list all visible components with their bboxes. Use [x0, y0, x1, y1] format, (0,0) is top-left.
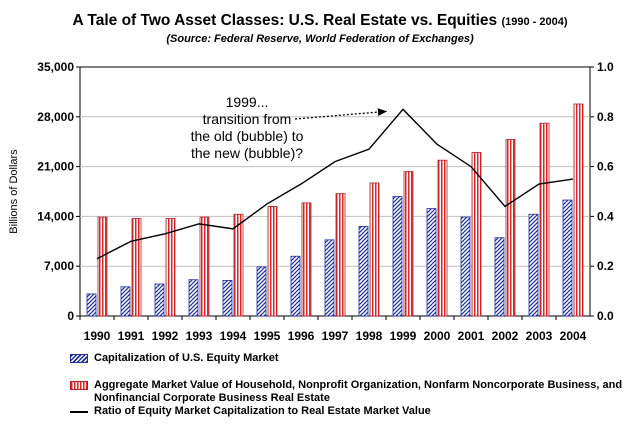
y-tick-label: 35,000: [37, 60, 74, 74]
bar-equity: [460, 216, 471, 317]
bar-equity: [188, 279, 199, 317]
y2-tick-label: 0.8: [597, 110, 614, 124]
y2-tick-label: 0.0: [597, 309, 614, 323]
ratio-line: [96, 108, 574, 260]
annotation-text: transition from: [203, 111, 292, 127]
chart-title-text: A Tale of Two Asset Classes: U.S. Real E…: [72, 12, 498, 29]
bar-real-estate: [573, 103, 584, 317]
bar-real-estate: [97, 216, 108, 317]
bar-equity: [256, 266, 267, 317]
y-tick-label: 28,000: [37, 110, 74, 124]
bar-real-estate: [539, 122, 550, 317]
bar-equity: [358, 225, 369, 317]
chart-title-years: (1990 - 2004): [501, 16, 568, 28]
bar-real-estate: [335, 193, 346, 317]
bar-equity: [494, 237, 505, 317]
x-tick-label: 2001: [458, 329, 485, 343]
y-axis-label: Billions of Dollars: [8, 149, 20, 234]
bar-real-estate: [437, 159, 448, 317]
y-tick-label: 7,000: [44, 259, 74, 273]
annotation-text: the new (bubble)?: [191, 145, 303, 161]
bar-equity: [324, 239, 335, 317]
bar-real-estate: [301, 202, 312, 317]
bar-real-estate: [471, 151, 482, 317]
x-tick-label: 2000: [424, 329, 451, 343]
bar-equity: [154, 283, 165, 317]
x-tick-label: 1998: [356, 329, 383, 343]
bar-equity: [120, 286, 131, 317]
x-tick-label: 1999: [390, 329, 417, 343]
bar-equity: [562, 199, 573, 317]
bar-real-estate: [403, 171, 414, 317]
y-tick-label: 0: [67, 309, 74, 323]
x-tick-label: 1991: [118, 329, 145, 343]
x-tick-label: 1992: [152, 329, 179, 343]
y-tick-label: 21,000: [37, 160, 74, 174]
y2-tick-label: 0.4: [597, 209, 614, 223]
x-tick-label: 2004: [560, 329, 587, 343]
bar-real-estate: [233, 213, 244, 317]
bar-real-estate: [267, 206, 278, 317]
bar-equity: [222, 280, 233, 317]
bar-real-estate: [369, 182, 380, 317]
bar-real-estate: [505, 139, 516, 317]
x-tick-label: 1990: [84, 329, 111, 343]
annotation-text: the old (bubble) to: [191, 128, 304, 144]
y2-tick-label: 0.6: [597, 160, 614, 174]
bar-equity: [86, 293, 97, 317]
annotation-text: 1999...: [226, 94, 269, 110]
y-tick-label: 14,000: [37, 209, 74, 223]
x-tick-label: 2002: [492, 329, 519, 343]
bar-equity: [426, 208, 437, 317]
annotation-arrow: [294, 108, 388, 120]
x-tick-label: 1995: [254, 329, 281, 343]
chart-subtitle: (Source: Federal Reserve, World Federati…: [166, 33, 474, 45]
x-tick-label: 1996: [288, 329, 315, 343]
x-tick-label: 2003: [526, 329, 553, 343]
bar-equity: [290, 255, 301, 317]
x-tick-label: 1993: [186, 329, 213, 343]
x-tick-label: 1994: [220, 329, 247, 343]
bar-equity: [392, 196, 403, 317]
plot-frame: [79, 66, 591, 317]
bar-real-estate: [165, 218, 176, 317]
bar-real-estate: [131, 218, 142, 317]
bar-real-estate: [199, 216, 210, 317]
y2-tick-label: 0.2: [597, 259, 614, 273]
y2-tick-label: 1.0: [597, 60, 614, 74]
x-tick-label: 1997: [322, 329, 349, 343]
bar-equity: [528, 213, 539, 317]
chart-title: A Tale of Two Asset Classes: U.S. Real E…: [0, 12, 640, 30]
